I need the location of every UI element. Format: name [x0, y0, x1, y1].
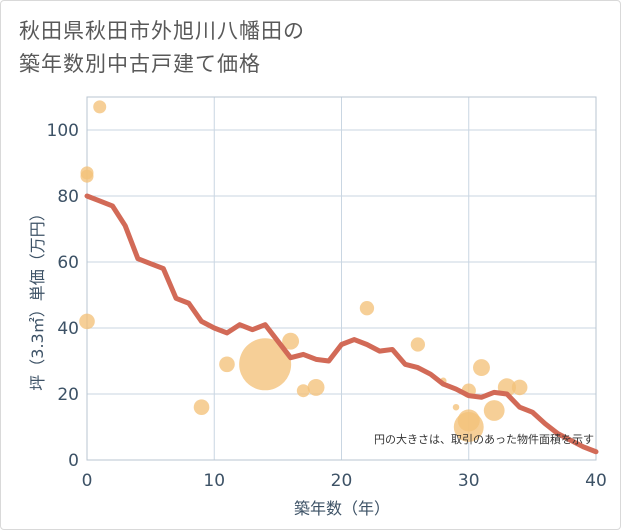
x-tick-label: 0 — [82, 471, 93, 491]
y-tick-label: 40 — [57, 319, 79, 339]
bubble-point — [296, 384, 310, 398]
y-tick-label: 100 — [47, 121, 79, 141]
y-axis-title: 坪（3.3㎡）単価（万円） — [28, 205, 47, 390]
x-tick-label: 40 — [585, 471, 607, 491]
bubble-size-note: 円の大きさは、取引のあった物件面積を示す — [374, 432, 594, 446]
y-tick-label: 0 — [68, 451, 79, 471]
bubble-point — [359, 301, 375, 316]
bubble-point — [410, 337, 425, 352]
x-axis-title: 築年数（年） — [294, 499, 390, 518]
bubble-point — [473, 359, 490, 377]
bubble-point — [80, 169, 94, 183]
bubble-point — [239, 338, 292, 391]
bubble-point — [219, 356, 235, 373]
bubble-point — [511, 379, 528, 396]
chart-title-line-2: 築年数別中古戸建て価格 — [19, 52, 261, 76]
bubble-point — [193, 399, 210, 416]
x-tick-label: 20 — [331, 471, 353, 491]
chart-title: 秋田県秋田市外旭川八幡田の 築年数別中古戸建て価格 — [19, 15, 579, 81]
bubble-point — [79, 313, 95, 330]
chart-title-line-1: 秋田県秋田市外旭川八幡田の — [19, 19, 305, 43]
trend-line — [84, 193, 599, 455]
bubble-point — [282, 332, 300, 350]
y-tick-label: 60 — [57, 253, 79, 273]
bubble-point — [307, 378, 325, 396]
bubble-series — [79, 100, 528, 442]
bubble-point — [483, 400, 505, 421]
x-axis-ticks: 0 10 20 30 40 — [82, 471, 607, 491]
bubble-point — [93, 100, 107, 114]
bubble-point — [457, 409, 480, 432]
bubble-point — [452, 403, 460, 411]
y-tick-label: 20 — [57, 385, 79, 405]
x-tick-label: 30 — [458, 471, 480, 491]
x-tick-label: 10 — [203, 471, 225, 491]
y-tick-label: 80 — [57, 187, 79, 207]
y-axis-ticks: 0 20 40 60 80 100 — [47, 121, 79, 471]
plot-area — [86, 96, 597, 461]
